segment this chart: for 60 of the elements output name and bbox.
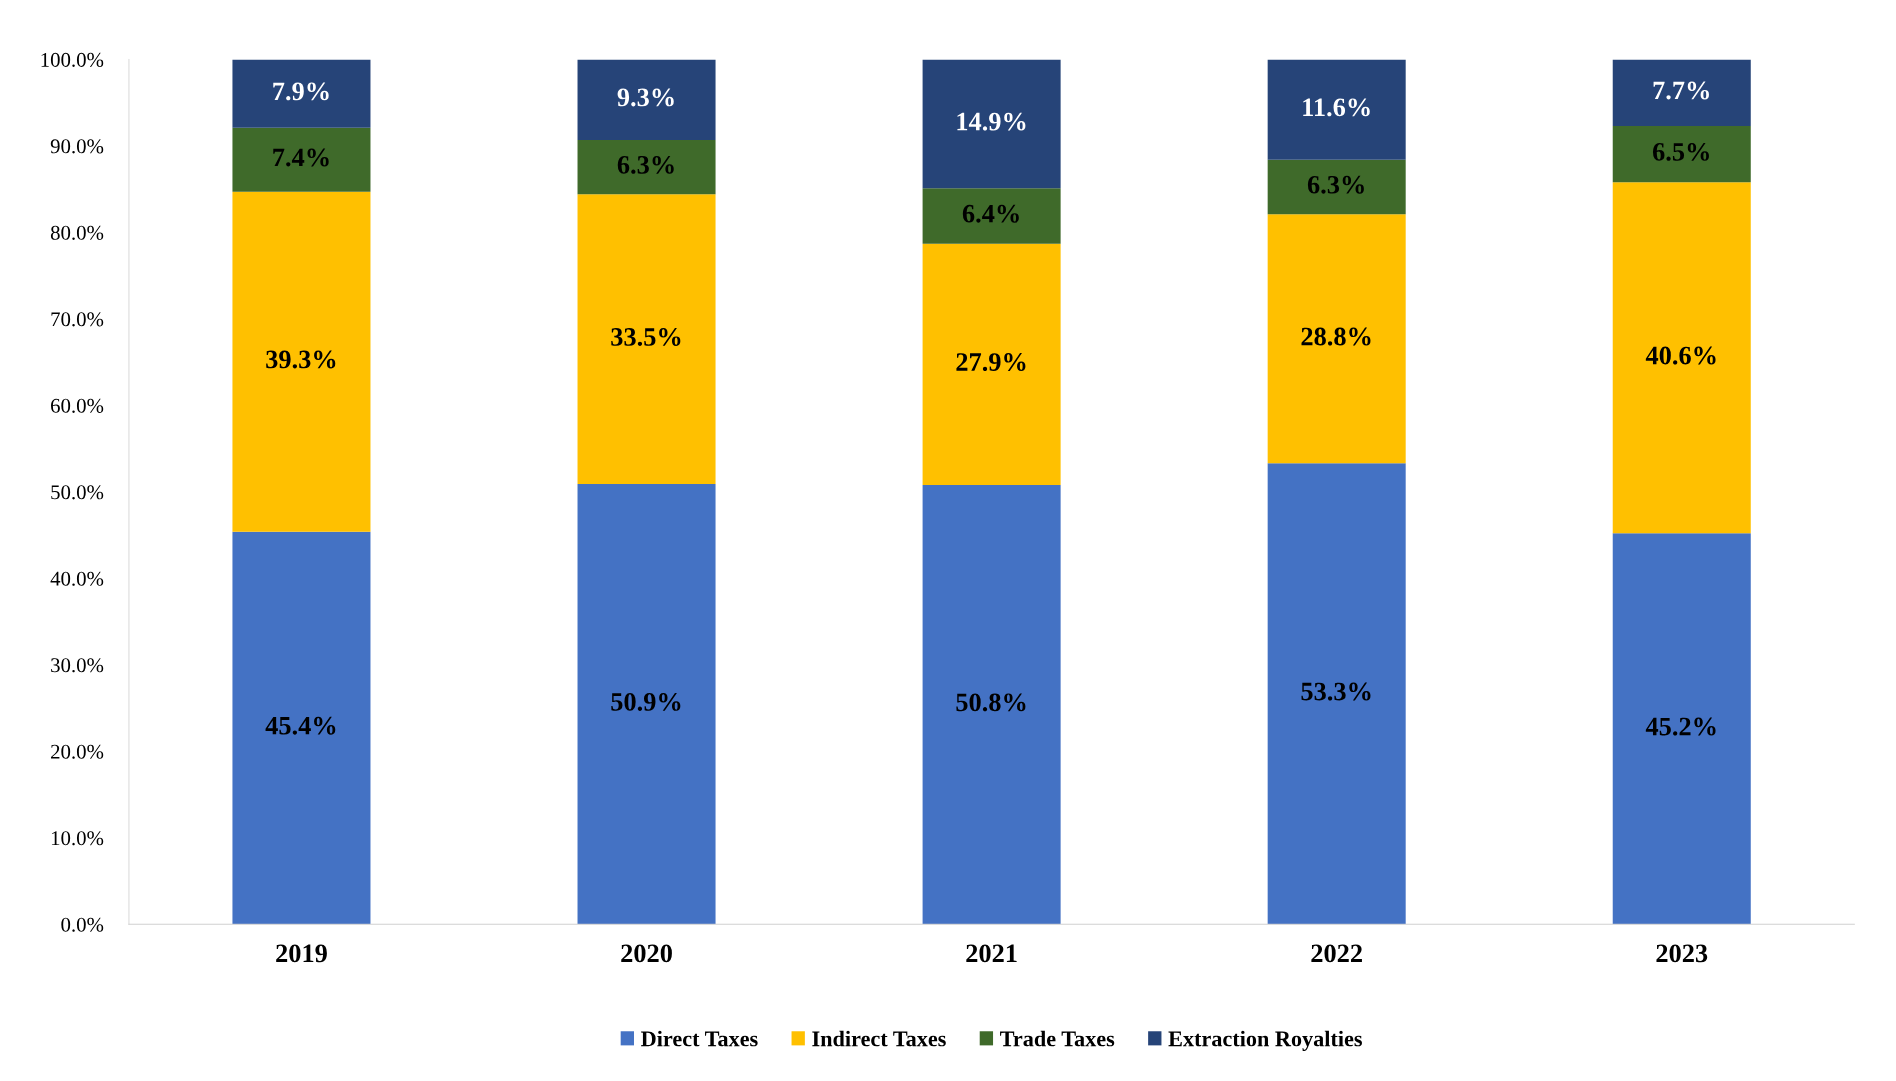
data-label: 11.6% (1303, 98, 1370, 117)
data-label: 6.5% (1652, 142, 1709, 161)
data-label: 14.9% (957, 112, 1026, 131)
bar (232, 59, 371, 128)
bar (577, 139, 716, 195)
data-label: 45.4% (265, 716, 336, 735)
x-tick-label: 2021 (966, 944, 1017, 963)
data-label: 53.3% (1301, 682, 1371, 701)
y-tick-label: 20.0% (51, 744, 104, 759)
y-tick-label: 100.0% (41, 52, 104, 67)
data-label: 6.3% (617, 155, 674, 174)
x-tick-label: 2022 (1311, 944, 1362, 963)
y-tick-label: 40.0% (50, 571, 104, 586)
data-label: 50.9% (611, 692, 681, 711)
bar (577, 484, 716, 925)
x-tick-label: 2019 (276, 944, 327, 963)
data-label: 6.3% (1307, 175, 1364, 194)
bar (922, 484, 1061, 925)
data-label: 6.4% (962, 204, 1019, 223)
bar (232, 127, 371, 192)
y-tick-label: 10.0% (51, 831, 104, 846)
data-label: 27.9% (956, 353, 1026, 372)
data-label: 28.8% (1301, 327, 1371, 346)
bar (1267, 59, 1406, 160)
legend-label: Direct Taxes (641, 1030, 758, 1047)
x-tick-label: 2020 (621, 944, 672, 963)
data-label: 7.9% (273, 82, 329, 101)
data-label: 7.4% (273, 148, 329, 167)
bar (1612, 182, 1751, 534)
bar (1267, 159, 1406, 215)
data-label: 7.7% (1653, 81, 1709, 100)
bar (922, 59, 1061, 189)
y-tick-label: 70.0% (51, 312, 104, 327)
bar (577, 59, 716, 140)
data-label: 50.8% (956, 693, 1026, 712)
bar (922, 188, 1061, 244)
bar (1267, 463, 1406, 925)
y-tick-label: 30.0% (51, 658, 104, 673)
data-label: 39.3% (266, 350, 336, 369)
legend-label: Extraction Royalties (1168, 1030, 1362, 1051)
bar (232, 531, 371, 925)
data-label: 33.5% (611, 328, 681, 346)
y-tick-label: 50.0% (51, 485, 104, 500)
bar (1267, 214, 1406, 464)
y-tick-label: 0.0% (61, 917, 104, 932)
bar (232, 191, 371, 532)
y-tick-label: 80.0% (50, 225, 104, 240)
bar (1612, 59, 1751, 127)
legend-label: Indirect Taxes (812, 1030, 946, 1047)
legend-label: Trade Taxes (1000, 1030, 1115, 1047)
bar (1612, 533, 1751, 925)
y-tick-label: 90.0% (50, 139, 104, 154)
data-label: 45.2% (1645, 717, 1716, 736)
x-tick-label: 2023 (1656, 944, 1708, 963)
bar (1612, 126, 1751, 183)
data-label: 40.6% (1645, 346, 1716, 365)
y-tick-label: 60.0% (51, 398, 104, 413)
bar (577, 194, 716, 485)
bar (922, 243, 1061, 485)
data-label: 9.3% (617, 88, 674, 107)
